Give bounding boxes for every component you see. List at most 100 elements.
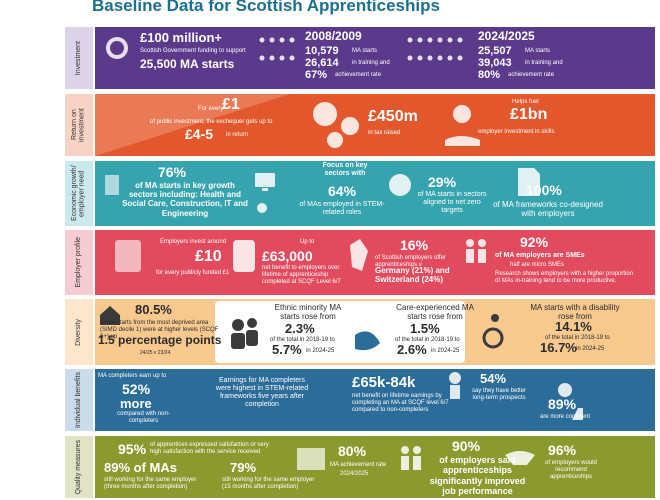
stat-figure: 64% (328, 183, 357, 199)
stat-text: in tax raised (368, 130, 401, 136)
stat-text: achievement rate (335, 72, 382, 78)
stat-text: are more confident (540, 414, 591, 420)
stat-figure: £10 (195, 248, 222, 265)
stat-figure: 52% (122, 381, 151, 397)
stat-text: net benefit to employers over lifetime o… (262, 265, 341, 285)
stat-figure: more (120, 396, 152, 411)
stat-text: Up to (300, 239, 315, 245)
stat-figure: £63,000 (262, 248, 313, 264)
stat-figure: 2024/2025 (478, 29, 535, 43)
stat-text: of the total in 2018-19 to (395, 337, 460, 343)
stat-text: of employers said apprenticeships signif… (429, 455, 526, 497)
stat-figure: 16% (400, 237, 429, 253)
stat-figure: £1bn (510, 106, 548, 123)
stat-figure: 1.5% (410, 321, 440, 336)
stat-text: for every publicly funded £1 (156, 270, 230, 276)
section-label: Diversity (66, 299, 92, 365)
stat-figure: 92% (520, 234, 549, 250)
stat-text: Employers invest around (160, 239, 227, 245)
section-label: Economic growth/ employer need (66, 161, 92, 226)
stat-figure: 80.5% (135, 302, 172, 317)
stat-figure: 89% of MAs (104, 460, 177, 475)
stat-text: net benefit on lifetime earnings by comp… (352, 393, 449, 413)
stat-figure: 80% (338, 443, 367, 459)
stat-text: Care-experienced MA starts rose from (396, 303, 474, 322)
section-label-text: Quality measures (75, 439, 83, 495)
panels (65, 27, 655, 498)
section-label-text: Return on investment (71, 108, 86, 142)
stat-text: still working for the same employer (15 … (222, 477, 315, 490)
stat-figure: £4-5 (185, 126, 214, 142)
stat-text: For every (198, 106, 224, 112)
stat-text: of public investment, the exchequer gets… (150, 119, 273, 125)
stat-text: Germany (21%) and Switzerland (24%) (375, 266, 450, 285)
stat-figure: 79% (230, 460, 257, 475)
stat-figure: 1.5 percentage points (98, 333, 222, 347)
section-label: Individual benefits (66, 369, 92, 431)
stat-figure: £1 (222, 96, 240, 113)
section-label: Return on investment (66, 94, 92, 156)
stat-text: of MA starts in sectors aligned to net z… (417, 191, 487, 215)
stat-text: MA achievement rate (330, 462, 387, 468)
stat-text: half are micro SMEs (510, 262, 565, 268)
stat-text: say they have better long-term prospects (471, 388, 527, 401)
stat-text: in 2024-25 (576, 346, 605, 352)
stat-figure: 90% (452, 438, 481, 454)
stat-text: of the total in 2018-19 to (545, 335, 610, 341)
section-label-text: Employer profile (75, 237, 83, 288)
stat-text: of MA starts from the most deprived area… (100, 320, 219, 340)
stat-figure: £100 million+ (140, 30, 223, 45)
stat-figure: 95% (118, 441, 147, 457)
stat-text: MA completers earn up to (98, 373, 167, 379)
stat-figure: 5.7% (272, 342, 302, 357)
stat-text: Focus on key sectors with (322, 162, 368, 178)
stat-text: Ethnic minority MA starts rose from (274, 303, 342, 322)
stat-figure: 25,507 (478, 45, 512, 57)
stat-text: employer investment in skills (478, 129, 555, 135)
stat-text: in training and (352, 60, 390, 66)
icons (105, 37, 583, 470)
stat-text: of apprentices expressed satisfaction or… (150, 442, 269, 455)
stat-text: Helps fuel (512, 99, 539, 105)
section-label: Quality measures (66, 436, 92, 498)
stat-figure: 2008/2009 (305, 29, 362, 43)
stat-text: in 2024-25 (431, 348, 460, 354)
stat-figure: 26,614 (305, 57, 339, 69)
page-title: Baseline Data for Scottish Apprenticeshi… (92, 0, 440, 15)
stat-text: of MA starts in key growth sectors inclu… (122, 181, 248, 218)
dark-icons (100, 306, 504, 351)
stat-figure: 25,500 MA starts (140, 57, 235, 71)
stat-text: compared with non-completers (117, 411, 170, 424)
section-label-text: Individual benefits (75, 371, 83, 429)
stat-text: of the total in 2018-19 to (270, 337, 335, 343)
stat-text: of MA employers are SMEs (495, 252, 585, 259)
stat-figure: 80% (478, 69, 501, 81)
stat-text: 24/25 v 23/24 (140, 350, 171, 356)
stat-text: in 2024-25 (306, 348, 335, 354)
stat-text: Earnings for MA completers were highest … (215, 377, 309, 409)
stat-figure: 100% (526, 182, 562, 198)
stat-text: in return (226, 132, 249, 138)
stat-text: MA starts (525, 48, 551, 54)
section-label: Investment (66, 27, 92, 89)
section-label-text: Economic growth/ employer need (71, 165, 86, 222)
stat-text: MA starts with a disability rose from (530, 303, 620, 322)
section-label-text: Investment (75, 40, 83, 76)
stat-figure: 10,579 (305, 45, 339, 57)
stat-text: of MA frameworks co-designed with employ… (493, 200, 603, 219)
stat-text: of Scottish employers offer apprenticesh… (375, 255, 446, 268)
stat-figure: £65k-84k (352, 374, 416, 391)
stat-figure: £450m (368, 108, 418, 125)
stat-text: of MAs employed in STEM-related roles (299, 201, 385, 217)
stat-figure: 39,043 (478, 57, 512, 69)
stat-text: Scottish Government funding to support (140, 48, 246, 54)
stat-figure: 89% (548, 396, 577, 412)
stat-figure: 54% (480, 371, 507, 386)
stat-figure: 14.1% (555, 319, 592, 334)
stat-figure: 76% (158, 164, 187, 180)
stat-figure: 16.7% (540, 340, 577, 355)
stat-text: achievement rate (508, 72, 555, 78)
section-label-text: Diversity (75, 318, 83, 346)
stat-text: MA starts (352, 48, 378, 54)
